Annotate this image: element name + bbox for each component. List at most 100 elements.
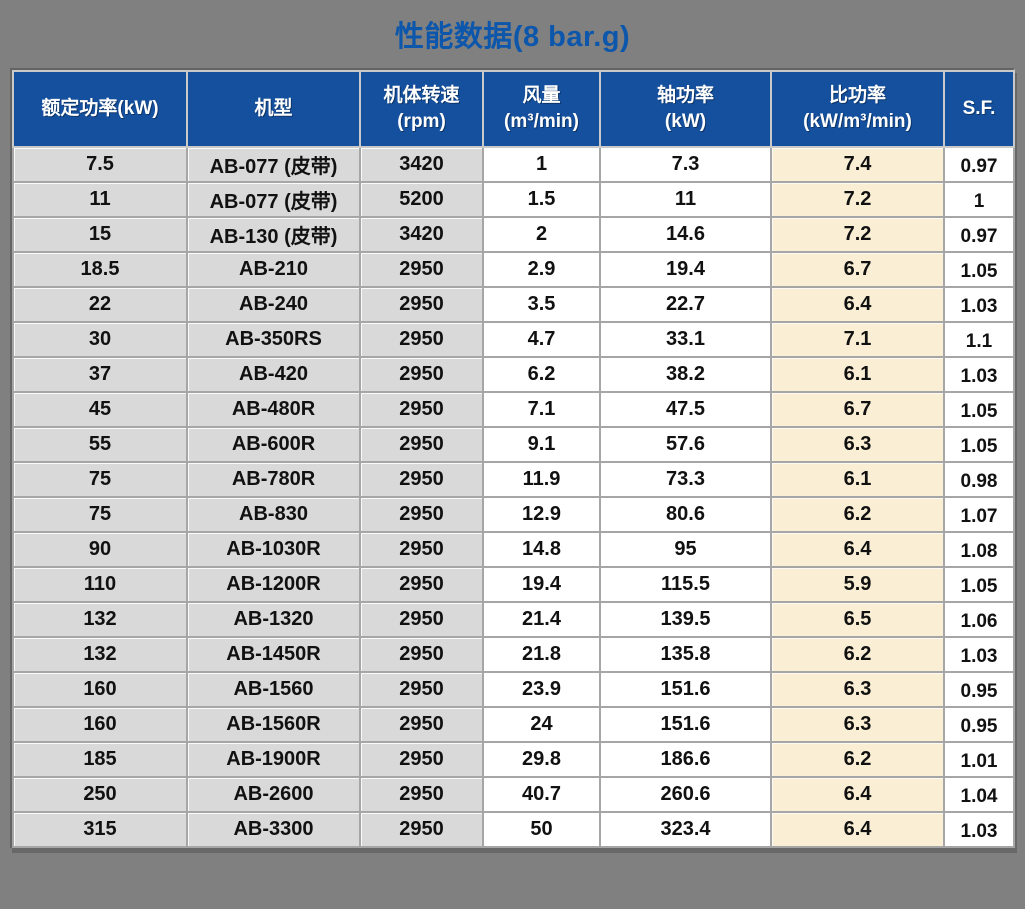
table-row: 45 AB-480R 2950 7.1 47.5 6.7 1.05 (12, 391, 1015, 428)
cell-rated-power: 18.5 (12, 251, 188, 288)
cell-rated-power: 250 (12, 776, 188, 813)
cell-rated-power: 22 (12, 286, 188, 323)
table-body: 7.5 AB-077 (皮带) 3420 1 7.3 7.4 0.97 11 AB-077 (皮… (12, 146, 1015, 848)
table-row: 90 AB-1030R 2950 14.8 95 6.4 1.08 (12, 531, 1015, 568)
cell-body-speed: 2950 (359, 426, 484, 463)
cell-air-flow: 3.5 (482, 286, 601, 323)
cell-service-factor: 1.1 (943, 321, 1015, 358)
cell-air-flow: 29.8 (482, 741, 601, 778)
cell-model: AB-210 (186, 251, 361, 288)
cell-rated-power: 15 (12, 216, 188, 253)
cell-air-flow: 1 (482, 146, 601, 183)
cell-model: AB-480R (186, 391, 361, 428)
cell-rated-power: 185 (12, 741, 188, 778)
cell-service-factor: 0.97 (943, 216, 1015, 253)
cell-shaft-power: 186.6 (599, 741, 772, 778)
cell-model: AB-1900R (186, 741, 361, 778)
header-specific-power: 比功率 (kW/m³/min) (770, 70, 945, 148)
cell-service-factor: 1.05 (943, 566, 1015, 603)
cell-model: AB-1200R (186, 566, 361, 603)
cell-model: AB-1030R (186, 531, 361, 568)
cell-model: AB-350RS (186, 321, 361, 358)
cell-rated-power: 132 (12, 601, 188, 638)
cell-model: AB-240 (186, 286, 361, 323)
cell-model: AB-1320 (186, 601, 361, 638)
cell-service-factor: 0.95 (943, 671, 1015, 708)
cell-specific-power: 7.4 (770, 146, 945, 183)
cell-service-factor: 0.97 (943, 146, 1015, 183)
cell-rated-power: 55 (12, 426, 188, 463)
cell-rated-power: 37 (12, 356, 188, 393)
cell-specific-power: 6.3 (770, 426, 945, 463)
cell-service-factor: 1.03 (943, 636, 1015, 673)
cell-body-speed: 2950 (359, 811, 484, 848)
table-row: 110 AB-1200R 2950 19.4 115.5 5.9 1.05 (12, 566, 1015, 603)
cell-rated-power: 11 (12, 181, 188, 218)
cell-model: AB-077 (皮带) (186, 146, 361, 183)
cell-air-flow: 21.4 (482, 601, 601, 638)
cell-shaft-power: 7.3 (599, 146, 772, 183)
cell-body-speed: 2950 (359, 636, 484, 673)
table-row: 30 AB-350RS 2950 4.7 33.1 7.1 1.1 (12, 321, 1015, 358)
cell-body-speed: 2950 (359, 741, 484, 778)
table-row: 315 AB-3300 2950 50 323.4 6.4 1.03 (12, 811, 1015, 848)
cell-body-speed: 2950 (359, 391, 484, 428)
cell-rated-power: 45 (12, 391, 188, 428)
cell-rated-power: 110 (12, 566, 188, 603)
cell-specific-power: 6.4 (770, 531, 945, 568)
cell-service-factor: 1.03 (943, 356, 1015, 393)
cell-air-flow: 40.7 (482, 776, 601, 813)
cell-rated-power: 7.5 (12, 146, 188, 183)
cell-body-speed: 2950 (359, 286, 484, 323)
cell-shaft-power: 151.6 (599, 671, 772, 708)
cell-model: AB-830 (186, 496, 361, 533)
cell-model: AB-1560 (186, 671, 361, 708)
cell-specific-power: 5.9 (770, 566, 945, 603)
cell-air-flow: 21.8 (482, 636, 601, 673)
cell-body-speed: 2950 (359, 496, 484, 533)
cell-shaft-power: 139.5 (599, 601, 772, 638)
cell-specific-power: 7.1 (770, 321, 945, 358)
cell-service-factor: 1.07 (943, 496, 1015, 533)
cell-specific-power: 6.2 (770, 496, 945, 533)
table-row: 185 AB-1900R 2950 29.8 186.6 6.2 1.01 (12, 741, 1015, 778)
cell-specific-power: 6.1 (770, 356, 945, 393)
cell-air-flow: 2.9 (482, 251, 601, 288)
cell-model: AB-130 (皮带) (186, 216, 361, 253)
cell-body-speed: 2950 (359, 251, 484, 288)
header-row: 额定功率(kW) 机型 机体转速 (rpm) 风量 (m³/min) (12, 70, 1015, 148)
table-row: 55 AB-600R 2950 9.1 57.6 6.3 1.05 (12, 426, 1015, 463)
cell-air-flow: 12.9 (482, 496, 601, 533)
cell-body-speed: 2950 (359, 356, 484, 393)
cell-air-flow: 50 (482, 811, 601, 848)
table-row: 75 AB-780R 2950 11.9 73.3 6.1 0.98 (12, 461, 1015, 498)
cell-shaft-power: 95 (599, 531, 772, 568)
cell-rated-power: 160 (12, 706, 188, 743)
cell-service-factor: 0.95 (943, 706, 1015, 743)
header-air-flow: 风量 (m³/min) (482, 70, 601, 148)
table-row: 132 AB-1320 2950 21.4 139.5 6.5 1.06 (12, 601, 1015, 638)
cell-specific-power: 6.5 (770, 601, 945, 638)
cell-model: AB-600R (186, 426, 361, 463)
cell-specific-power: 6.4 (770, 776, 945, 813)
cell-service-factor: 1.03 (943, 811, 1015, 848)
cell-body-speed: 2950 (359, 321, 484, 358)
cell-body-speed: 2950 (359, 671, 484, 708)
table-row: 37 AB-420 2950 6.2 38.2 6.1 1.03 (12, 356, 1015, 393)
cell-shaft-power: 57.6 (599, 426, 772, 463)
cell-shaft-power: 38.2 (599, 356, 772, 393)
cell-service-factor: 1.03 (943, 286, 1015, 323)
cell-air-flow: 9.1 (482, 426, 601, 463)
cell-shaft-power: 22.7 (599, 286, 772, 323)
cell-specific-power: 6.3 (770, 671, 945, 708)
table-row: 22 AB-240 2950 3.5 22.7 6.4 1.03 (12, 286, 1015, 323)
cell-body-speed: 5200 (359, 181, 484, 218)
cell-service-factor: 1.01 (943, 741, 1015, 778)
cell-shaft-power: 11 (599, 181, 772, 218)
header-body-speed: 机体转速 (rpm) (359, 70, 484, 148)
performance-table: 额定功率(kW) 机型 机体转速 (rpm) 风量 (m³/min) (12, 70, 1015, 848)
cell-body-speed: 2950 (359, 776, 484, 813)
cell-rated-power: 315 (12, 811, 188, 848)
cell-air-flow: 11.9 (482, 461, 601, 498)
